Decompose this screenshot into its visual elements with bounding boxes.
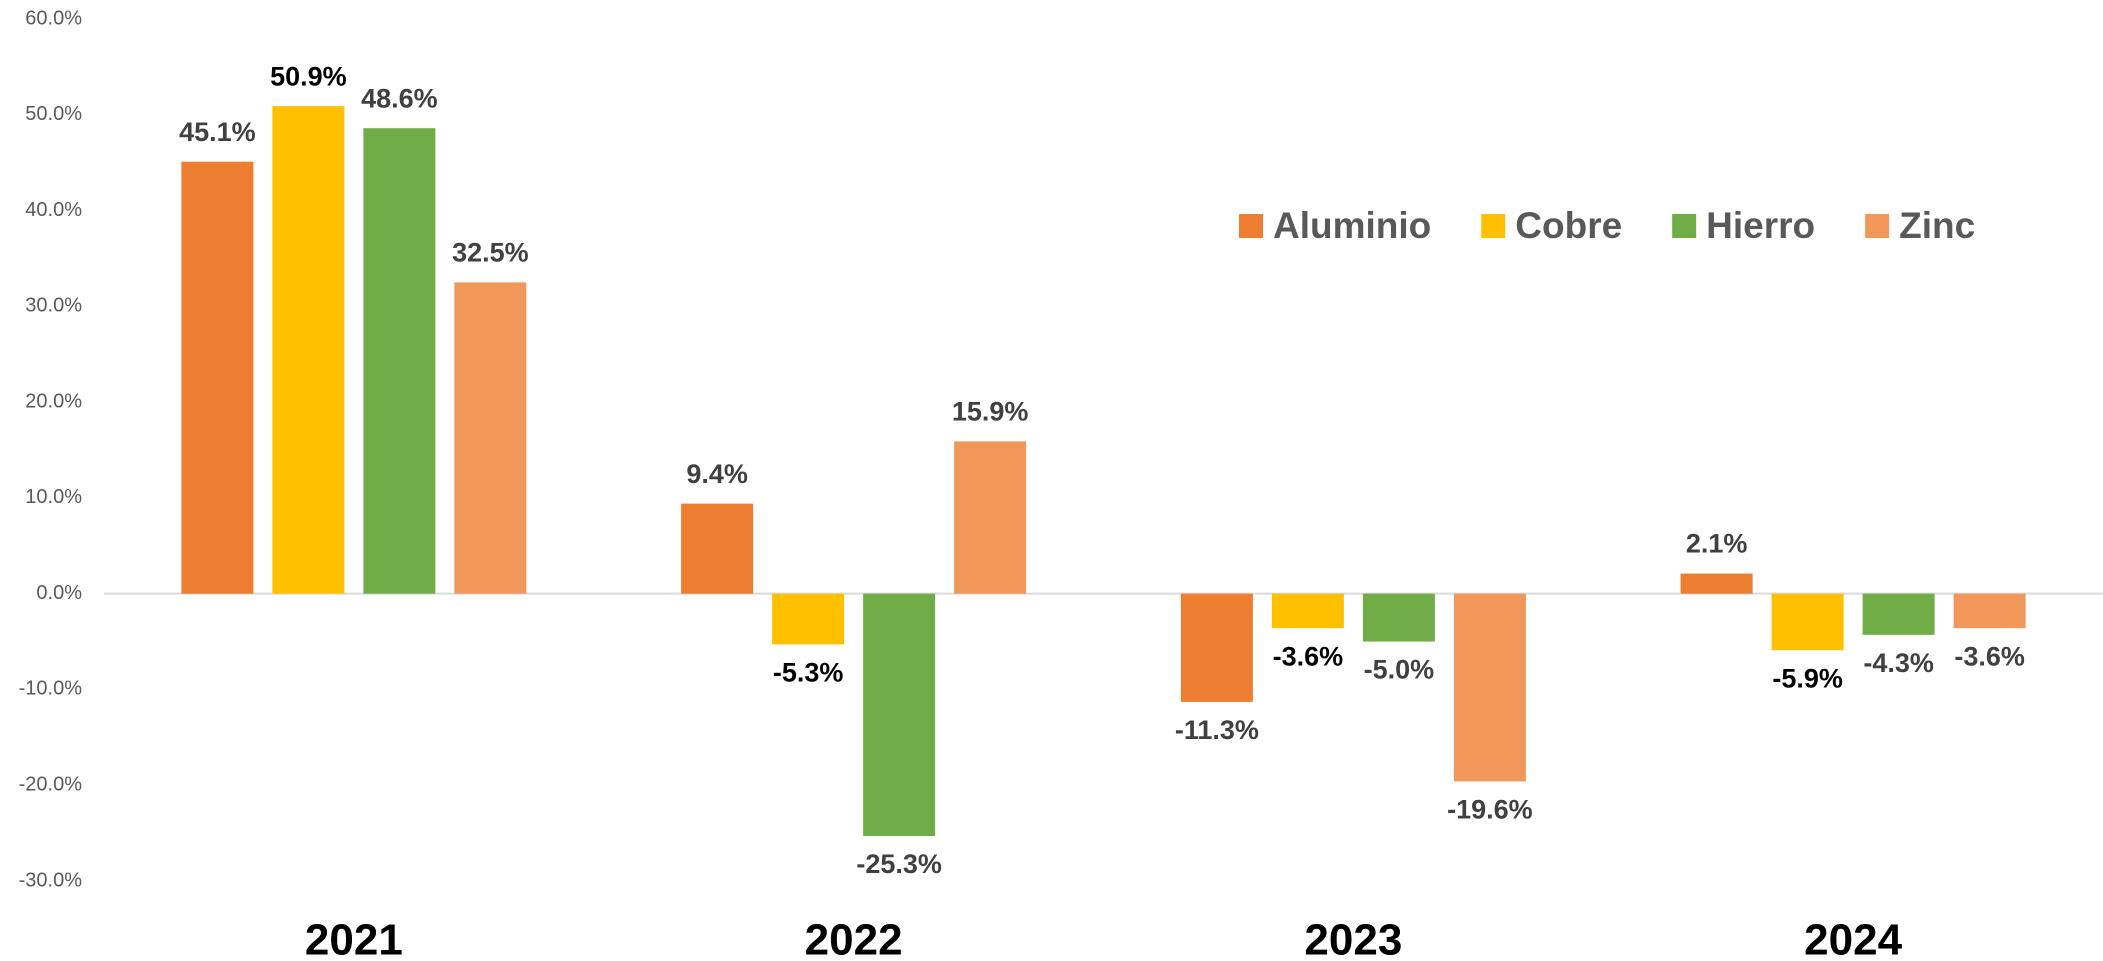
legend-swatch <box>1865 214 1890 238</box>
bar <box>1771 593 1844 651</box>
bar <box>1362 593 1435 642</box>
bar <box>1680 573 1753 594</box>
x-tick-label: 2023 <box>1304 916 1402 961</box>
data-label: -4.3% <box>1863 648 1934 678</box>
data-label: 2.1% <box>1686 529 1748 559</box>
data-label: -19.6% <box>1447 795 1533 825</box>
bar <box>954 441 1027 594</box>
bar <box>1953 593 2026 629</box>
y-tick-label: -10.0% <box>19 678 83 700</box>
bar <box>181 161 254 594</box>
x-tick-label: 2022 <box>805 916 903 961</box>
bar <box>454 282 527 594</box>
data-label: 9.4% <box>686 459 748 489</box>
legend-label: Cobre <box>1515 205 1622 246</box>
y-tick-label: 10.0% <box>25 486 82 508</box>
data-label: 48.6% <box>361 83 438 113</box>
data-label: -5.0% <box>1364 655 1435 685</box>
bar <box>1180 593 1253 702</box>
y-tick-label: 20.0% <box>25 390 82 412</box>
data-label: -25.3% <box>856 849 942 879</box>
legend-label: Hierro <box>1706 205 1815 246</box>
y-tick-label: 60.0% <box>25 7 82 29</box>
bar <box>863 593 936 836</box>
data-label: -11.3% <box>1175 715 1259 745</box>
y-tick-label: 30.0% <box>25 295 82 317</box>
y-tick-label: -30.0% <box>19 869 83 891</box>
data-label: -3.6% <box>1954 641 2025 671</box>
data-label: 32.5% <box>452 238 529 268</box>
y-tick-label: 40.0% <box>25 199 82 221</box>
legend-swatch <box>1481 214 1506 238</box>
legend-label: Zinc <box>1899 205 1975 246</box>
bar <box>1453 593 1526 782</box>
data-label: 45.1% <box>179 117 256 147</box>
data-label: -5.9% <box>1772 663 1843 693</box>
bar <box>772 593 845 645</box>
legend-label: Aluminio <box>1273 205 1431 246</box>
data-label: -5.3% <box>773 658 844 688</box>
y-tick-label: -20.0% <box>19 774 83 796</box>
bar <box>272 106 345 594</box>
bar <box>363 128 436 594</box>
legend-swatch <box>1672 214 1697 238</box>
data-label: 50.9% <box>270 61 347 91</box>
y-tick-label: 0.0% <box>36 582 82 604</box>
y-tick-label: 50.0% <box>25 103 82 125</box>
bar <box>681 503 754 594</box>
x-tick-label: 2021 <box>305 916 403 961</box>
data-label: -3.6% <box>1273 641 1344 671</box>
legend-swatch <box>1239 214 1263 238</box>
bar <box>1862 593 1935 635</box>
x-tick-label: 2024 <box>1804 916 1902 961</box>
bar <box>1271 593 1344 629</box>
data-label: 15.9% <box>952 397 1029 427</box>
